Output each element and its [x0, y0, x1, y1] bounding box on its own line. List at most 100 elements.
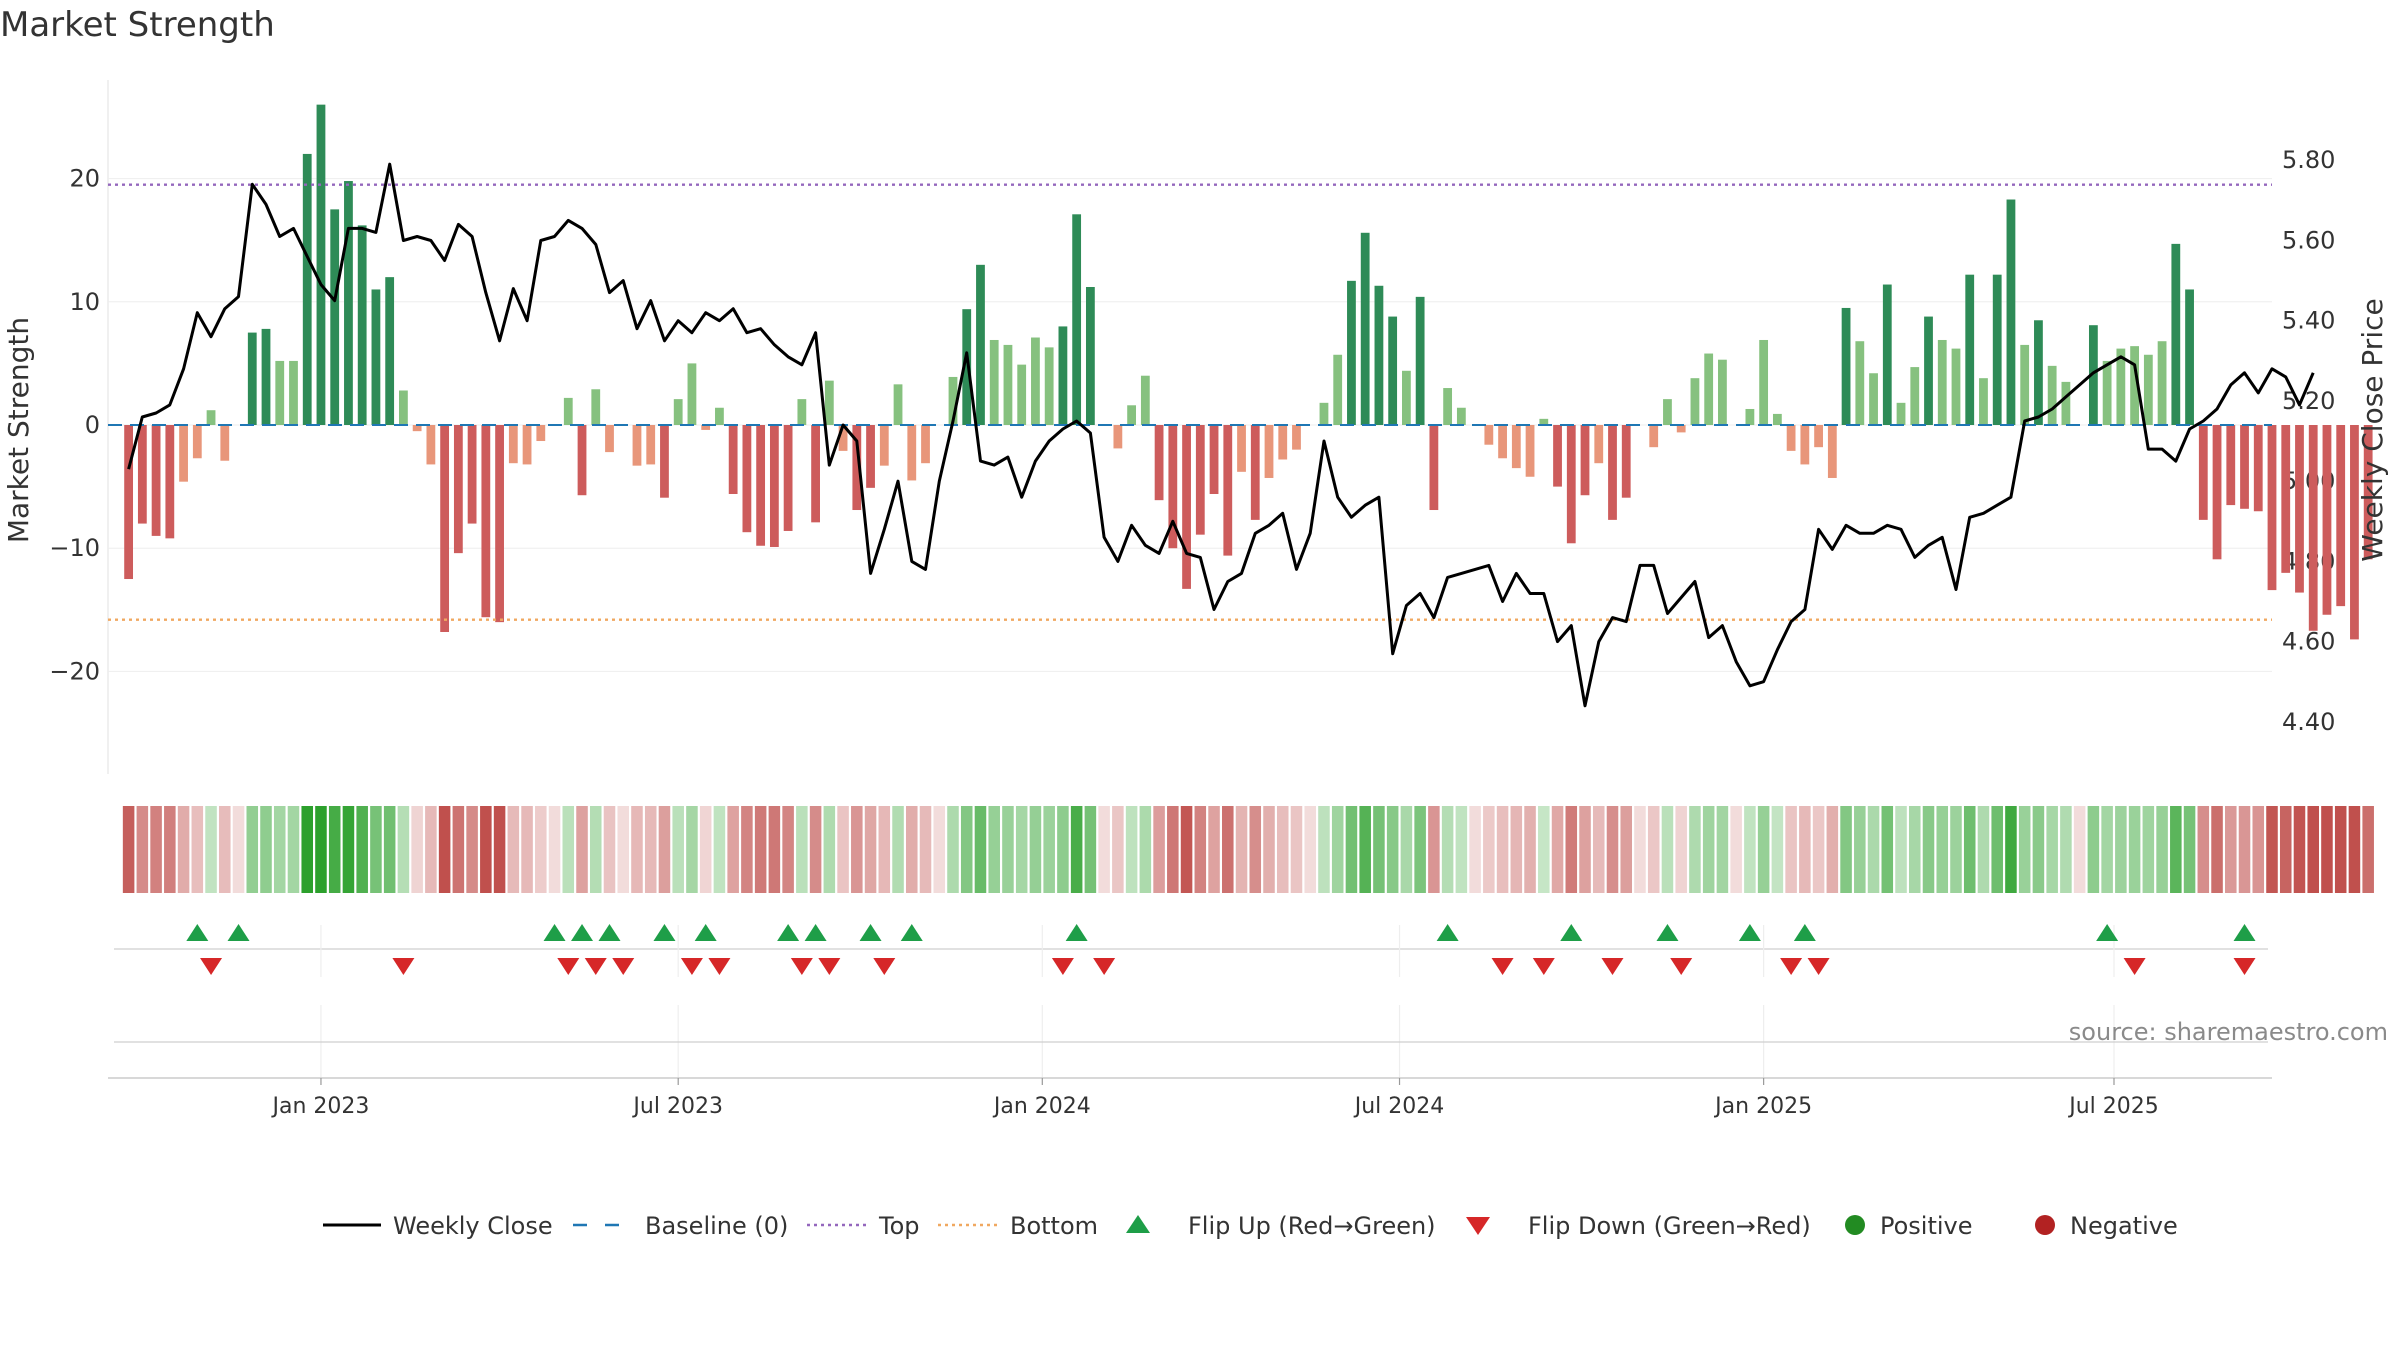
flip-down-marker — [1670, 958, 1693, 975]
negative-strength-bar — [2253, 425, 2263, 512]
negative-strength-bar — [1827, 425, 1837, 478]
x-axis: Jan 2023 Jul 2023 Jan 2024 Jul 2024 Jan 2025… — [108, 1077, 2272, 1119]
positive-strength-bar — [1044, 347, 1054, 425]
heat-cell — [1991, 806, 2003, 893]
positive-strength-bar — [344, 181, 353, 425]
flip-up-marker — [598, 924, 621, 941]
heat-cell — [851, 806, 863, 893]
flip-down-marker — [392, 958, 415, 975]
legend-item-bottom: Bottom — [938, 1212, 1098, 1240]
heat-cell — [2252, 806, 2265, 893]
x-tick-label: Jul 2024 — [1353, 1094, 1445, 1119]
heat-cell — [947, 806, 959, 893]
heat-cell — [1675, 806, 1687, 893]
heat-cell — [1222, 806, 1234, 893]
heat-cell — [1895, 806, 1907, 893]
positive-strength-bar — [1663, 399, 1672, 425]
legend-item-positive: Positive — [1845, 1212, 1973, 1240]
heat-cell — [1386, 806, 1399, 893]
heat-cell — [658, 806, 671, 893]
heat-cell — [1565, 806, 1578, 893]
negative-strength-bar — [2363, 425, 2373, 560]
heat-cell — [741, 806, 753, 893]
negative-strength-bar — [1566, 425, 1576, 544]
negative-strength-bar — [1113, 425, 1123, 449]
x-tick-label: Jul 2025 — [2067, 1094, 2159, 1119]
heat-cell — [1345, 806, 1358, 893]
heat-cell — [1908, 806, 1921, 893]
left-y-tick-label: −20 — [49, 657, 100, 685]
negative-strength-bar — [1209, 425, 1219, 494]
negative-strength-bar — [2240, 425, 2249, 509]
legend-item-flip-down: Flip Down (Green→Red) — [1466, 1212, 1811, 1240]
legend-label: Weekly Close — [393, 1212, 553, 1240]
heat-cell — [1015, 806, 1028, 893]
negative-strength-bar — [783, 425, 793, 531]
negative-strength-bar — [852, 425, 862, 511]
heat-cell — [1812, 806, 1825, 893]
flip-down-marker — [557, 958, 580, 975]
negative-strength-bar — [165, 425, 175, 539]
heat-strip — [122, 806, 2374, 893]
heat-cell — [150, 806, 162, 893]
heat-cell — [1441, 806, 1454, 893]
heat-cell — [1854, 806, 1866, 893]
positive-strength-bar — [1003, 344, 1013, 425]
legend-label: Baseline (0) — [645, 1212, 788, 1240]
positive-strength-bar — [1374, 285, 1384, 425]
heat-cell — [452, 806, 465, 893]
flip-down-marker — [200, 958, 223, 975]
heat-cell — [1249, 806, 1262, 893]
heat-cell — [2348, 806, 2361, 893]
positive-strength-bar — [1841, 307, 1851, 425]
flip-panel — [114, 924, 2268, 977]
negative-strength-bar — [2295, 425, 2304, 593]
left-y-tick-label: 20 — [69, 165, 100, 193]
heat-cell — [1922, 806, 1935, 893]
positive-strength-bar — [687, 363, 697, 425]
x-tick-label: Jan 2024 — [992, 1094, 1091, 1119]
heat-cell — [754, 806, 767, 893]
positive-strength-bar — [206, 410, 216, 425]
positive-strength-bar — [715, 407, 724, 425]
negative-strength-bar — [1800, 425, 1810, 465]
negative-strength-bar — [536, 425, 546, 442]
positive-strength-bar — [2171, 243, 2181, 425]
flip-down-marker — [818, 958, 841, 975]
flip-down-marker — [790, 958, 813, 975]
heat-cell — [1730, 806, 1742, 893]
x-tick-label: Jul 2023 — [631, 1094, 723, 1119]
positive-strength-bar — [1443, 388, 1453, 425]
heat-cell — [933, 806, 946, 893]
negative-strength-bar — [1553, 425, 1562, 487]
positive-strength-bar — [2020, 344, 2030, 425]
weekly-close-line — [127, 162, 2315, 708]
negative-strength-bar — [1195, 425, 1205, 535]
heat-cell — [837, 806, 849, 893]
heat-cell — [342, 806, 355, 893]
positive-strength-bar — [1896, 402, 1906, 425]
heat-cell — [809, 806, 822, 893]
heat-cell — [2183, 806, 2196, 893]
heat-cell — [2225, 806, 2237, 893]
negative-strength-bar — [1511, 425, 1521, 469]
flip-up-marker — [186, 924, 209, 941]
positive-strength-bar — [1690, 378, 1700, 425]
heat-cell — [1359, 806, 1371, 893]
heat-cell — [205, 806, 217, 893]
legend-swatch-negative — [2035, 1215, 2055, 1235]
negative-strength-bar — [701, 425, 711, 430]
heat-cell — [2279, 806, 2292, 893]
positive-strength-bar — [1017, 364, 1027, 425]
heat-cell — [2238, 806, 2251, 893]
heat-cell — [713, 806, 726, 893]
heat-cell — [370, 806, 382, 893]
positive-strength-bar — [2061, 381, 2071, 425]
source-label: source: sharemaestro.com — [2069, 1018, 2388, 1046]
negative-strength-bar — [1292, 425, 1301, 450]
left-y-tick-label: 10 — [69, 288, 100, 316]
negative-strength-bar — [742, 425, 752, 533]
negative-strength-bar — [137, 425, 147, 524]
positive-strength-bar — [1058, 326, 1068, 425]
heat-cell — [246, 806, 259, 893]
